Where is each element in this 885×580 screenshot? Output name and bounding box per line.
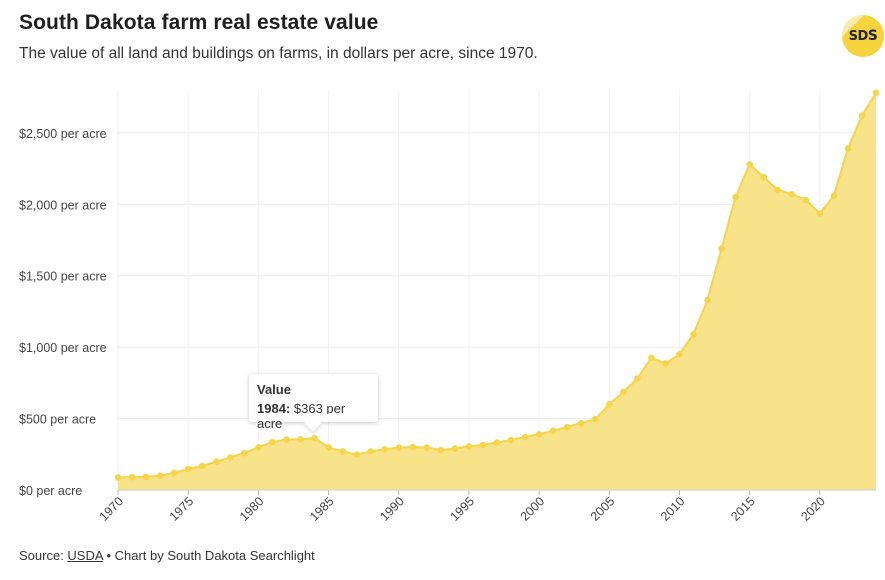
data-point[interactable] [858, 112, 866, 120]
x-tick-label: 2015 [728, 494, 758, 524]
data-point[interactable] [690, 330, 697, 338]
data-point[interactable] [563, 423, 571, 431]
data-point[interactable] [479, 441, 487, 449]
tooltip-title: Value [257, 382, 291, 397]
chart-subtitle: The value of all land and buildings on f… [19, 45, 538, 62]
data-point[interactable] [381, 445, 389, 453]
data-point[interactable] [816, 210, 824, 217]
x-tick-label: 1990 [377, 494, 407, 524]
data-point[interactable] [325, 444, 332, 451]
data-point[interactable] [760, 173, 768, 181]
y-axis-labels: $0 per acre $500 per acre $1,000 per acre $… [19, 127, 107, 498]
data-point[interactable] [170, 469, 178, 477]
y-tick-label: $0 per acre [19, 484, 82, 498]
data-point[interactable] [830, 192, 838, 200]
data-point[interactable] [451, 445, 459, 452]
data-point[interactable] [662, 360, 669, 367]
x-tick-label: 2010 [658, 494, 688, 524]
y-tick-label: $2,000 per acre [19, 198, 107, 212]
data-point[interactable] [577, 419, 585, 427]
data-point[interactable] [395, 444, 403, 451]
data-point[interactable] [255, 443, 262, 451]
data-point[interactable] [788, 190, 796, 198]
x-axis-labels: 1970 1975 1980 1985 1990 1995 2000 2005 2010 2015… [97, 490, 828, 524]
data-point[interactable] [844, 145, 852, 152]
x-tick-label: 2005 [588, 494, 618, 524]
data-point[interactable] [521, 433, 529, 441]
data-point[interactable] [802, 196, 810, 204]
data-point[interactable] [142, 473, 150, 481]
data-point[interactable] [283, 436, 290, 443]
data-point[interactable] [634, 375, 641, 382]
value-area [118, 92, 876, 491]
x-tick-label: 2020 [798, 494, 828, 524]
data-point[interactable] [774, 186, 782, 194]
data-point[interactable] [465, 443, 473, 450]
data-point[interactable] [269, 438, 276, 446]
data-point[interactable] [648, 354, 655, 362]
data-point[interactable] [339, 448, 346, 455]
data-point[interactable] [353, 451, 360, 459]
data-point[interactable] [198, 462, 206, 470]
x-tick-label: 1980 [237, 494, 267, 524]
logo-text: SDS [848, 28, 878, 44]
data-point[interactable] [746, 160, 753, 168]
data-point[interactable] [704, 296, 711, 304]
searchlight-logo[interactable]: SDS [842, 15, 884, 57]
data-point[interactable] [535, 430, 543, 438]
x-tick-label: 1975 [167, 494, 197, 524]
data-point[interactable] [718, 245, 725, 252]
data-point[interactable] [493, 439, 501, 446]
y-tick-label: $500 per acre [19, 413, 96, 427]
y-tick-label: $1,500 per acre [19, 270, 107, 284]
data-point[interactable] [212, 458, 220, 466]
chart-title: South Dakota farm real estate value [19, 11, 379, 34]
x-tick-label: 1985 [307, 494, 337, 524]
tooltip-line: 1984: $363 per acre [257, 401, 370, 431]
data-point[interactable] [591, 415, 599, 423]
data-point[interactable] [605, 400, 613, 408]
x-tick-label: 1995 [447, 494, 477, 524]
data-point[interactable] [226, 454, 234, 461]
data-point[interactable] [156, 472, 164, 480]
y-tick-label: $2,500 per acre [19, 127, 107, 141]
data-point[interactable] [297, 435, 304, 443]
data-point[interactable] [367, 448, 374, 455]
data-point[interactable] [423, 444, 431, 451]
logo-beam-icon [842, 15, 864, 37]
source-link-usda[interactable]: USDA [67, 548, 103, 563]
source-note: Source: USDA • Chart by South Dakota Sea… [19, 548, 315, 563]
y-tick-label: $1,000 per acre [19, 341, 107, 355]
data-tooltip: Value 1984: $363 per acre [249, 374, 378, 432]
data-point[interactable] [311, 434, 318, 442]
data-point[interactable] [409, 443, 417, 451]
area-chart: $0 per acre $500 per acre $1,000 per acre $… [19, 89, 880, 524]
data-points [114, 89, 880, 481]
data-point[interactable] [437, 446, 445, 454]
data-point[interactable] [732, 193, 739, 201]
tooltip-year: 1984: [257, 401, 291, 416]
tooltip-value: $363 per acre [257, 401, 346, 431]
data-point[interactable] [507, 436, 515, 444]
x-tick-label: 1970 [97, 494, 127, 524]
data-point[interactable] [128, 473, 136, 481]
data-point[interactable] [549, 427, 557, 435]
data-point[interactable] [872, 89, 880, 97]
data-point[interactable] [114, 474, 122, 481]
data-point[interactable] [184, 465, 192, 473]
data-point[interactable] [241, 449, 248, 457]
data-point[interactable] [620, 388, 627, 396]
x-tick-label: 2000 [518, 494, 548, 524]
data-point[interactable] [676, 350, 683, 358]
